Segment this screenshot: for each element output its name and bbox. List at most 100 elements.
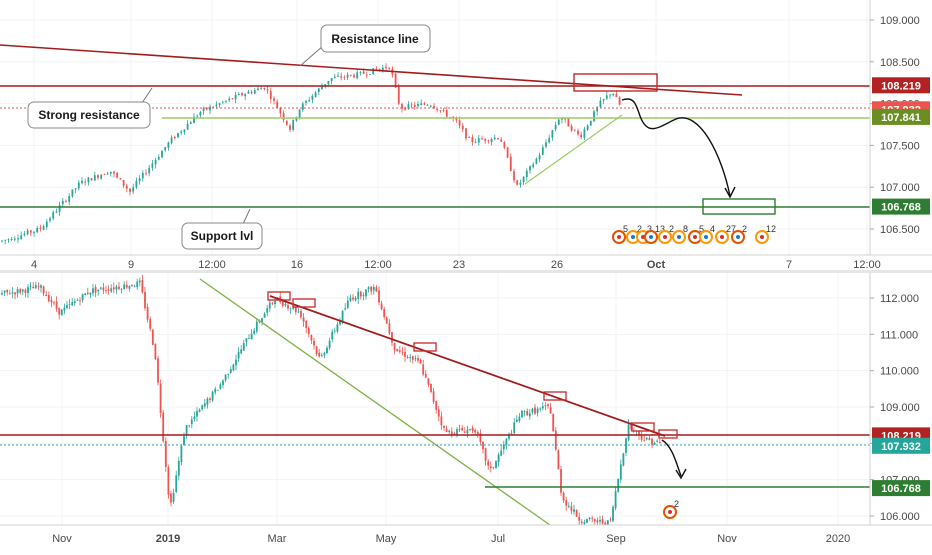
price-tag [872, 77, 930, 94]
candle-body [435, 401, 438, 410]
candle-body [34, 285, 37, 289]
candle-body [73, 301, 76, 304]
candle-body [401, 351, 404, 353]
candle-body [39, 227, 42, 230]
candle-body [97, 289, 100, 292]
candle-body [580, 521, 583, 523]
candle-body [138, 280, 141, 283]
candle-body [439, 110, 442, 112]
candle-body [340, 76, 343, 78]
x-tick-label: Mar [268, 533, 287, 545]
candle-body [58, 205, 61, 212]
candle-body [577, 130, 579, 135]
price-tag-label: 107.841 [881, 112, 921, 124]
candle-body [146, 307, 149, 320]
candle-body [307, 328, 310, 335]
candle-body [625, 438, 627, 453]
candle-body [29, 286, 32, 288]
candle-body [359, 71, 362, 73]
candle-body [189, 122, 192, 124]
candle-body [123, 284, 126, 290]
candle-body [55, 211, 58, 213]
candle-body [100, 174, 103, 179]
candle-body [471, 427, 474, 431]
event-flag-icon [631, 235, 635, 239]
x-tick-label: Oct [647, 259, 666, 271]
candle-body [45, 294, 48, 297]
candle-body [573, 509, 575, 512]
y-tick-label: 109.000 [880, 15, 920, 27]
candle-body [463, 431, 466, 433]
candle-body [532, 164, 535, 168]
candle-body [317, 88, 320, 93]
candle-body [225, 100, 227, 102]
candle-body [103, 174, 106, 176]
candle-body [263, 313, 266, 318]
event-count-label: 12 [766, 224, 776, 234]
candle-body [84, 181, 87, 183]
candle-body [227, 374, 230, 375]
candle-body [260, 88, 263, 90]
candle-body [380, 303, 383, 310]
candle-body [27, 287, 29, 293]
candle-body [37, 286, 40, 288]
candle-body [375, 287, 378, 292]
candle-body [63, 307, 66, 311]
candle-body [333, 76, 336, 79]
candle-body [36, 227, 39, 233]
candle-body [523, 411, 526, 413]
bottom-resistance-trend-line [269, 295, 666, 437]
candle-body [344, 308, 347, 310]
candle-body [133, 286, 136, 288]
candle-body [397, 87, 400, 104]
candle-body [630, 423, 633, 430]
candle-body [458, 428, 461, 430]
touch-box-2 [292, 298, 316, 308]
event-flag-icon [617, 235, 621, 239]
candle-body [162, 412, 165, 442]
candle-body [110, 288, 113, 292]
candle-body [484, 138, 487, 141]
candle-body [522, 176, 525, 183]
candle-body [622, 453, 625, 466]
candle-body [167, 467, 170, 495]
candle-body [33, 231, 35, 234]
candle-body [42, 286, 45, 294]
candle-body [653, 442, 656, 445]
x-tick-label: 12:00 [853, 259, 881, 271]
candle-body [320, 355, 323, 356]
candle-body [466, 429, 469, 434]
candle-body [13, 238, 16, 240]
candle-body [279, 107, 282, 114]
candle-body [305, 320, 308, 329]
candle-body [497, 138, 499, 140]
candle-body [109, 171, 112, 174]
candle-body [16, 289, 19, 294]
candle-body [617, 478, 620, 492]
x-tick-label: Sep [606, 533, 626, 545]
candle-body [274, 301, 276, 305]
candle-body [586, 519, 588, 523]
candle-body [612, 506, 614, 521]
candle-body [81, 180, 83, 184]
candle-body [285, 120, 288, 125]
candle-body [32, 286, 35, 289]
y-tick-label: 106.500 [880, 224, 920, 236]
candle-body [375, 68, 378, 70]
event-flag-icon [720, 235, 724, 239]
candle-body [551, 130, 554, 138]
candle-body [557, 119, 560, 125]
candle-body [214, 388, 217, 393]
candle-body [128, 286, 131, 289]
falling-channel-line [199, 278, 551, 526]
candle-body [211, 391, 214, 401]
candle-body [455, 117, 458, 121]
candle-body [4, 239, 7, 241]
candle-body [245, 338, 248, 342]
candle-body [404, 351, 406, 357]
candle-body [250, 333, 253, 340]
candle-body [323, 353, 326, 356]
candle-body [331, 331, 334, 340]
